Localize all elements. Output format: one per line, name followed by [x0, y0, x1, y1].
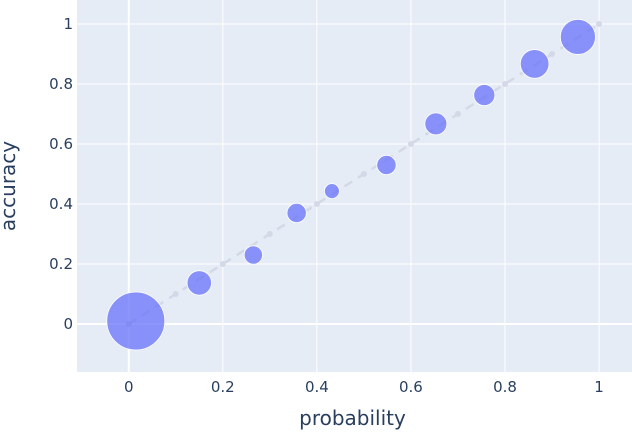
x-tick-label: 0 [124, 378, 134, 396]
y-tick-label: 0.2 [49, 255, 73, 273]
data-point [473, 84, 496, 107]
data-point [106, 291, 166, 351]
x-axis-title: probability [299, 406, 406, 430]
y-tick-label: 0.4 [49, 195, 73, 213]
data-point [559, 18, 596, 55]
x-tick-label: 1 [594, 378, 604, 396]
data-point [324, 183, 340, 199]
reference-point [596, 21, 603, 27]
reference-point [502, 81, 509, 87]
x-tick-label: 0.8 [493, 378, 517, 396]
reference-point [266, 231, 273, 237]
x-tick-label: 0.2 [211, 378, 235, 396]
y-tick-labels: 0 0.2 0.4 0.6 0.8 1 [49, 15, 73, 333]
data-point [286, 202, 307, 224]
x-tick-label: 0.6 [399, 378, 423, 396]
data-point [186, 270, 212, 296]
x-tick-label: 0.4 [305, 378, 329, 396]
data-points [106, 18, 596, 351]
x-tick-labels: 0 0.2 0.4 0.6 0.8 1 [124, 378, 604, 396]
reference-point [407, 141, 414, 147]
y-tick-label: 1 [63, 15, 73, 33]
y-tick-label: 0 [63, 315, 73, 333]
reference-point [219, 261, 226, 267]
data-point [519, 49, 550, 79]
y-tick-label: 0.8 [49, 75, 73, 93]
reference-point [360, 171, 367, 177]
data-point [243, 245, 263, 265]
reference-point [549, 51, 556, 57]
reference-point [454, 111, 461, 117]
data-point [376, 154, 397, 176]
y-axis-title: accuracy [0, 141, 20, 231]
y-tick-label: 0.6 [49, 135, 73, 153]
data-point [424, 112, 448, 136]
y-gridlines [77, 23, 632, 325]
reference-point [313, 201, 320, 207]
reference-point [172, 291, 179, 297]
reference-line [125, 21, 603, 327]
